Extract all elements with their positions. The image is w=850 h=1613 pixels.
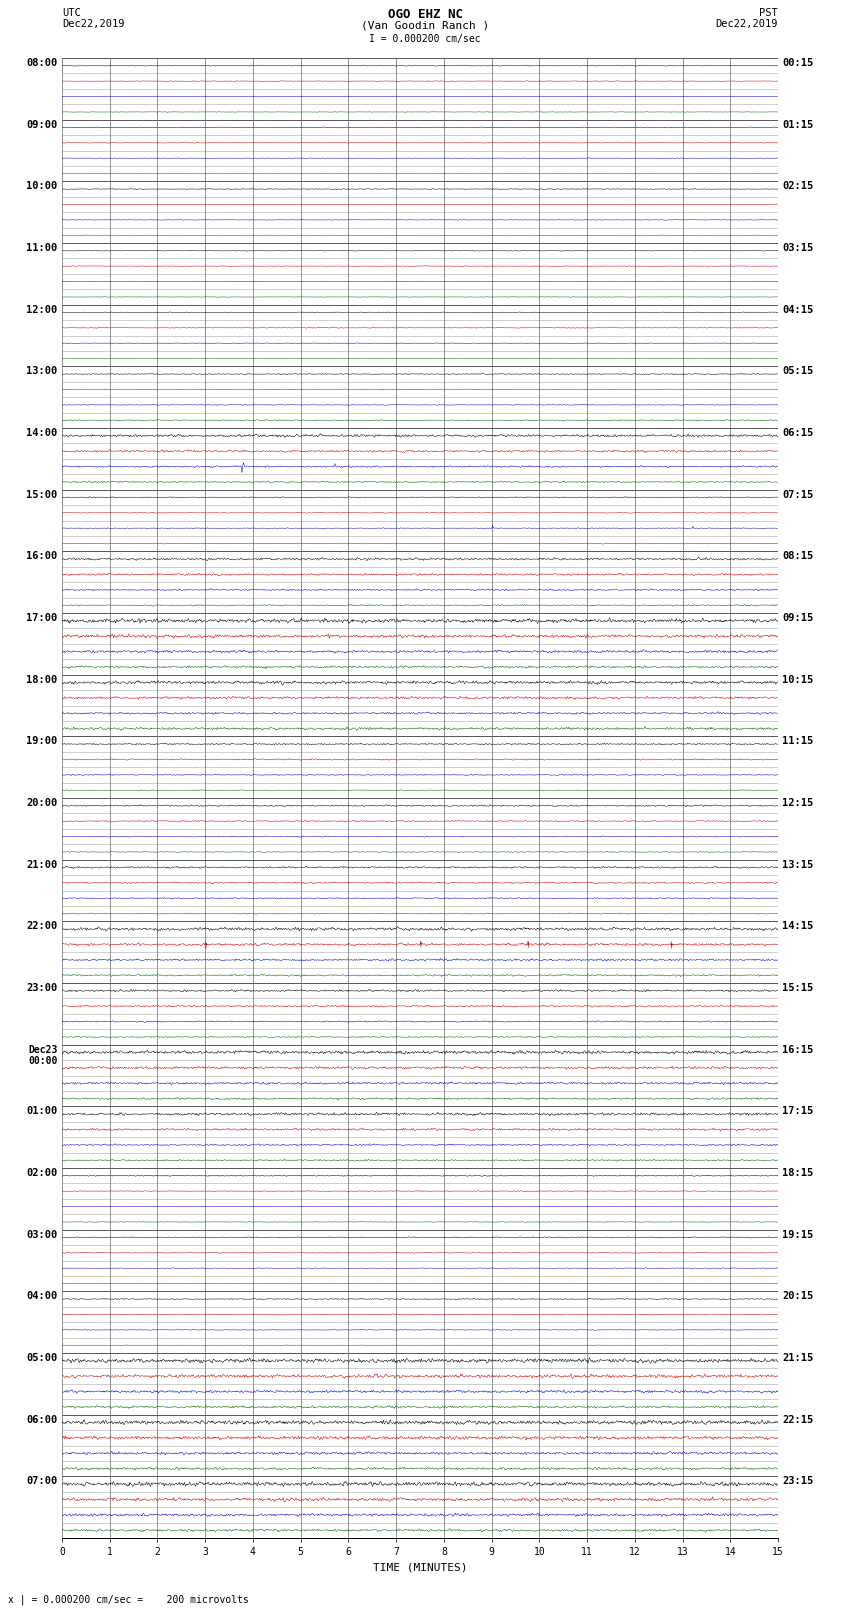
Text: 04:00: 04:00 bbox=[26, 1292, 58, 1302]
Text: 17:15: 17:15 bbox=[782, 1107, 813, 1116]
Text: 09:15: 09:15 bbox=[782, 613, 813, 623]
Text: 07:00: 07:00 bbox=[26, 1476, 58, 1486]
Text: 06:00: 06:00 bbox=[26, 1415, 58, 1424]
Text: Dec23
00:00: Dec23 00:00 bbox=[28, 1045, 58, 1066]
X-axis label: TIME (MINUTES): TIME (MINUTES) bbox=[373, 1563, 468, 1573]
Text: 15:00: 15:00 bbox=[26, 490, 58, 500]
Text: UTC: UTC bbox=[62, 8, 81, 18]
Text: 04:15: 04:15 bbox=[782, 305, 813, 315]
Text: 20:00: 20:00 bbox=[26, 798, 58, 808]
Text: Dec22,2019: Dec22,2019 bbox=[716, 19, 778, 29]
Text: 12:00: 12:00 bbox=[26, 305, 58, 315]
Text: 12:15: 12:15 bbox=[782, 798, 813, 808]
Text: 18:00: 18:00 bbox=[26, 674, 58, 684]
Text: PST: PST bbox=[759, 8, 778, 18]
Text: 01:00: 01:00 bbox=[26, 1107, 58, 1116]
Text: 13:00: 13:00 bbox=[26, 366, 58, 376]
Text: 03:15: 03:15 bbox=[782, 244, 813, 253]
Text: 17:00: 17:00 bbox=[26, 613, 58, 623]
Text: 10:00: 10:00 bbox=[26, 181, 58, 192]
Text: 23:00: 23:00 bbox=[26, 982, 58, 994]
Text: 18:15: 18:15 bbox=[782, 1168, 813, 1177]
Text: 19:15: 19:15 bbox=[782, 1229, 813, 1240]
Text: 09:00: 09:00 bbox=[26, 119, 58, 129]
Text: 03:00: 03:00 bbox=[26, 1229, 58, 1240]
Text: 19:00: 19:00 bbox=[26, 736, 58, 747]
Text: 08:00: 08:00 bbox=[26, 58, 58, 68]
Text: 22:00: 22:00 bbox=[26, 921, 58, 931]
Text: 20:15: 20:15 bbox=[782, 1292, 813, 1302]
Text: 14:15: 14:15 bbox=[782, 921, 813, 931]
Text: I = 0.000200 cm/sec: I = 0.000200 cm/sec bbox=[369, 34, 481, 44]
Text: x | = 0.000200 cm/sec =    200 microvolts: x | = 0.000200 cm/sec = 200 microvolts bbox=[8, 1595, 249, 1605]
Text: 05:00: 05:00 bbox=[26, 1353, 58, 1363]
Text: 07:15: 07:15 bbox=[782, 490, 813, 500]
Text: 06:15: 06:15 bbox=[782, 427, 813, 439]
Text: 21:00: 21:00 bbox=[26, 860, 58, 869]
Text: 05:15: 05:15 bbox=[782, 366, 813, 376]
Text: 02:15: 02:15 bbox=[782, 181, 813, 192]
Text: 16:00: 16:00 bbox=[26, 552, 58, 561]
Text: 13:15: 13:15 bbox=[782, 860, 813, 869]
Text: 00:15: 00:15 bbox=[782, 58, 813, 68]
Text: 15:15: 15:15 bbox=[782, 982, 813, 994]
Text: 11:00: 11:00 bbox=[26, 244, 58, 253]
Text: 02:00: 02:00 bbox=[26, 1168, 58, 1177]
Text: 08:15: 08:15 bbox=[782, 552, 813, 561]
Text: Dec22,2019: Dec22,2019 bbox=[62, 19, 124, 29]
Text: 23:15: 23:15 bbox=[782, 1476, 813, 1486]
Text: 11:15: 11:15 bbox=[782, 736, 813, 747]
Text: 16:15: 16:15 bbox=[782, 1045, 813, 1055]
Text: 22:15: 22:15 bbox=[782, 1415, 813, 1424]
Text: OGO EHZ NC: OGO EHZ NC bbox=[388, 8, 462, 21]
Text: 14:00: 14:00 bbox=[26, 427, 58, 439]
Text: 21:15: 21:15 bbox=[782, 1353, 813, 1363]
Text: 10:15: 10:15 bbox=[782, 674, 813, 684]
Text: 01:15: 01:15 bbox=[782, 119, 813, 129]
Text: (Van Goodin Ranch ): (Van Goodin Ranch ) bbox=[361, 21, 489, 31]
